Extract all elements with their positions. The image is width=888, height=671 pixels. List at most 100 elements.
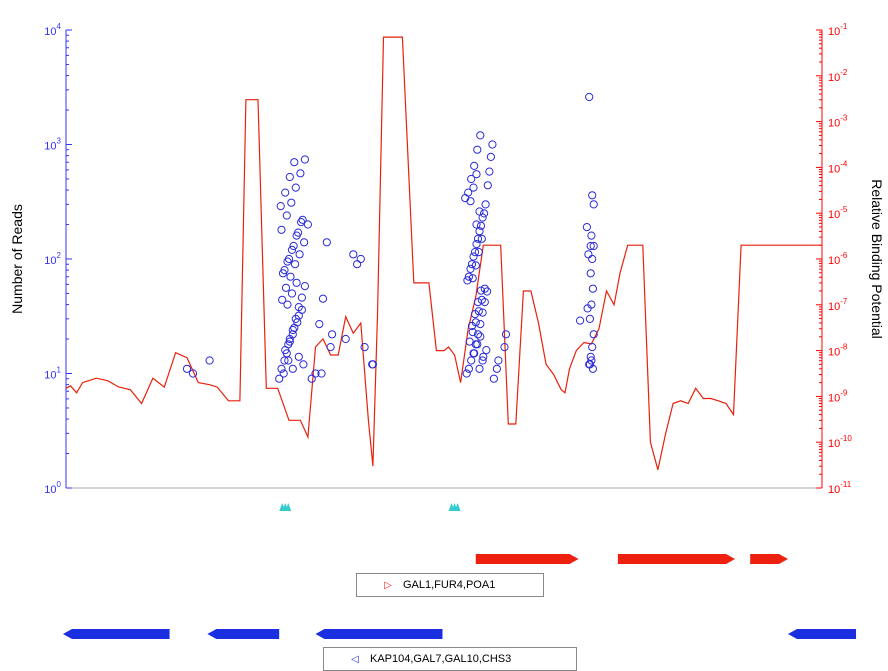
read-point bbox=[474, 248, 483, 257]
read-point bbox=[472, 220, 481, 229]
read-point bbox=[501, 330, 511, 339]
read-point bbox=[472, 170, 481, 179]
right-tick-label: 10-6 bbox=[828, 251, 848, 267]
read-point bbox=[281, 346, 290, 355]
plus-strand-legend: ▷ GAL1,FUR4,POA1 bbox=[356, 573, 544, 597]
read-point bbox=[317, 369, 326, 378]
read-point bbox=[476, 320, 485, 329]
read-point bbox=[587, 231, 596, 240]
axes: 100 101 102 103 104 10-11 10-10 10-9 10-8 10-7 10-… bbox=[44, 22, 852, 496]
read-point bbox=[326, 343, 335, 352]
read-point bbox=[205, 356, 214, 365]
right-tick-label: 10-2 bbox=[828, 68, 848, 84]
right-tick-label: 10-1 bbox=[828, 22, 848, 38]
read-point bbox=[486, 152, 495, 161]
read-point bbox=[280, 356, 289, 365]
read-point bbox=[476, 332, 485, 341]
read-point bbox=[290, 158, 299, 167]
read-point bbox=[473, 145, 482, 154]
read-point bbox=[488, 140, 497, 149]
minus-strand-gene bbox=[207, 629, 280, 639]
peak-marker bbox=[454, 503, 461, 511]
read-point bbox=[466, 197, 475, 206]
read-point bbox=[461, 194, 470, 203]
right-tick-label: 10-3 bbox=[828, 114, 848, 130]
read-point bbox=[275, 374, 284, 383]
read-point bbox=[328, 330, 337, 339]
minus-strand-gene bbox=[315, 629, 443, 639]
plus-strand-gene bbox=[475, 554, 579, 564]
right-tick-label: 10-11 bbox=[828, 480, 852, 496]
read-point bbox=[311, 369, 320, 378]
right-tick-label: 10-9 bbox=[828, 388, 848, 404]
read-point bbox=[585, 360, 594, 369]
read-point bbox=[284, 254, 294, 264]
plus-strand-gene bbox=[750, 554, 788, 564]
read-point bbox=[471, 261, 480, 270]
read-point bbox=[276, 202, 285, 211]
plus-strand-marker-icon: ▷ bbox=[384, 579, 392, 591]
read-point bbox=[476, 286, 486, 295]
read-point bbox=[297, 293, 306, 302]
y-axis-title-left: Number of Reads bbox=[9, 204, 25, 314]
read-point bbox=[480, 209, 489, 218]
read-point bbox=[500, 343, 509, 352]
right-tick-label: 10-5 bbox=[828, 205, 848, 221]
right-tick-label: 10-10 bbox=[828, 434, 852, 450]
read-point bbox=[483, 181, 492, 190]
read-point bbox=[295, 250, 304, 259]
read-point bbox=[300, 155, 309, 164]
read-point bbox=[280, 266, 289, 275]
read-point bbox=[356, 254, 365, 264]
read-point bbox=[476, 221, 486, 230]
left-tick-label: 102 bbox=[44, 251, 61, 267]
minus-strand-legend: ◁ KAP104,GAL7,GAL10,CHS3 bbox=[323, 647, 577, 671]
read-point bbox=[576, 316, 585, 325]
read-point bbox=[469, 252, 478, 261]
read-point bbox=[584, 250, 593, 259]
read-point bbox=[589, 200, 598, 209]
read-point bbox=[480, 284, 489, 293]
read-point bbox=[589, 330, 598, 339]
left-tick-label: 101 bbox=[44, 366, 61, 382]
read-point bbox=[466, 264, 475, 273]
read-point bbox=[288, 364, 297, 373]
read-point bbox=[289, 241, 298, 251]
read-point bbox=[585, 92, 594, 102]
read-point bbox=[277, 364, 286, 373]
read-point bbox=[294, 352, 303, 361]
read-point bbox=[587, 356, 596, 365]
read-point bbox=[588, 254, 597, 264]
read-point bbox=[473, 298, 483, 307]
read-point bbox=[582, 223, 592, 232]
right-tick-label: 10-7 bbox=[828, 297, 848, 313]
read-point bbox=[470, 310, 480, 319]
read-point bbox=[287, 198, 296, 207]
read-point bbox=[589, 241, 598, 251]
read-point bbox=[481, 200, 490, 209]
read-point bbox=[482, 346, 491, 355]
read-point bbox=[349, 250, 358, 259]
read-point bbox=[586, 241, 595, 251]
read-point bbox=[478, 356, 487, 365]
read-point bbox=[477, 234, 486, 243]
peak-markers bbox=[279, 503, 461, 511]
read-point bbox=[341, 334, 350, 344]
read-point bbox=[470, 248, 480, 257]
read-point bbox=[473, 234, 483, 243]
read-point bbox=[467, 260, 477, 269]
read-point bbox=[278, 295, 287, 304]
read-point bbox=[360, 343, 369, 352]
read-point bbox=[475, 364, 484, 373]
read-point bbox=[485, 167, 494, 176]
read-point bbox=[288, 325, 297, 335]
read-point bbox=[285, 334, 294, 344]
read-point bbox=[494, 356, 503, 365]
read-point bbox=[277, 225, 286, 234]
read-point bbox=[467, 356, 476, 365]
reads-series bbox=[182, 92, 598, 383]
read-point bbox=[464, 272, 473, 281]
read-point bbox=[290, 323, 299, 332]
read-point bbox=[479, 352, 488, 361]
read-point bbox=[287, 289, 297, 298]
